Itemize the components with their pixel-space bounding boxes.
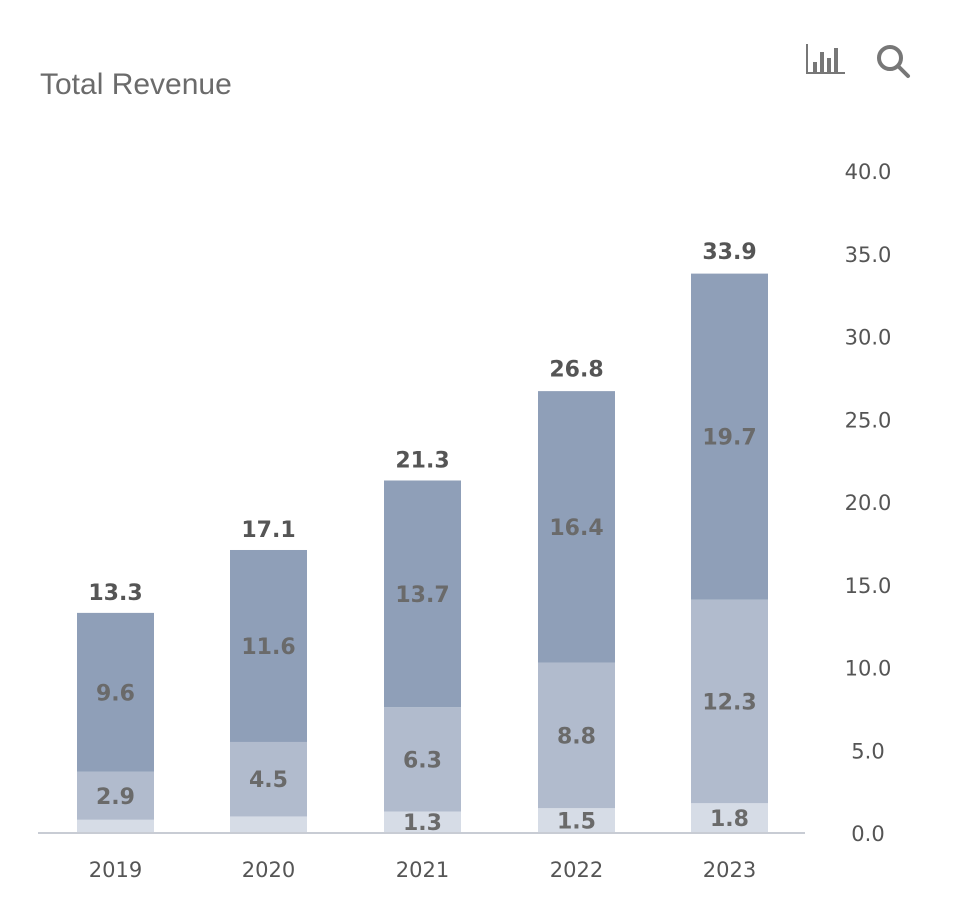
segment-label: 1.5 xyxy=(557,810,596,835)
bar-segment xyxy=(77,819,154,833)
y-tick-label: 0.0 xyxy=(851,822,884,846)
segment-label: 2.9 xyxy=(96,785,135,810)
bar-segment xyxy=(384,480,461,708)
segment-label: 4.5 xyxy=(249,768,288,793)
y-tick-label: 5.0 xyxy=(851,739,884,763)
x-tick-label: 2023 xyxy=(703,858,756,882)
bar-segment xyxy=(538,808,615,833)
y-tick-label: 30.0 xyxy=(845,326,892,350)
segment-label: 16.4 xyxy=(549,516,603,541)
segment-label: 19.7 xyxy=(702,426,756,451)
total-label: 13.3 xyxy=(88,581,142,606)
bar-segment xyxy=(77,771,154,820)
segment-label: 8.8 xyxy=(557,724,596,749)
bar-segment xyxy=(538,662,615,809)
segment-label: 9.6 xyxy=(96,681,135,706)
bar-chart-icon[interactable] xyxy=(805,42,847,80)
bar-segment xyxy=(230,816,307,833)
segment-label: 11.6 xyxy=(241,635,295,660)
x-tick-label: 2020 xyxy=(242,858,295,882)
total-label: 33.9 xyxy=(702,240,756,265)
bar-segment xyxy=(384,811,461,833)
segment-label: 12.3 xyxy=(702,690,756,715)
total-label: 21.3 xyxy=(395,448,449,473)
segment-label: 6.3 xyxy=(403,748,442,773)
chart-title: Total Revenue xyxy=(40,68,232,101)
total-label: 17.1 xyxy=(241,518,295,543)
bar-segment xyxy=(691,599,768,804)
y-tick-label: 40.0 xyxy=(845,160,892,184)
bar-segment xyxy=(691,273,768,600)
y-tick-label: 25.0 xyxy=(845,408,892,432)
total-label: 26.8 xyxy=(549,357,603,382)
bar-segment xyxy=(538,391,615,663)
bar-segment xyxy=(384,707,461,812)
bar-segment xyxy=(77,612,154,772)
bar-segment xyxy=(230,549,307,742)
x-tick-label: 2022 xyxy=(550,858,603,882)
segment-label: 13.7 xyxy=(395,583,449,608)
search-icon[interactable] xyxy=(874,42,914,86)
y-tick-label: 35.0 xyxy=(845,243,892,267)
x-tick-label: 2021 xyxy=(396,858,449,882)
bar-segment xyxy=(230,741,307,817)
segment-label: 1.8 xyxy=(710,807,749,832)
bar-segment xyxy=(691,803,768,833)
x-tick-label: 2019 xyxy=(89,858,142,882)
y-tick-label: 15.0 xyxy=(845,574,892,598)
y-tick-label: 10.0 xyxy=(845,657,892,681)
y-tick-label: 20.0 xyxy=(845,491,892,515)
